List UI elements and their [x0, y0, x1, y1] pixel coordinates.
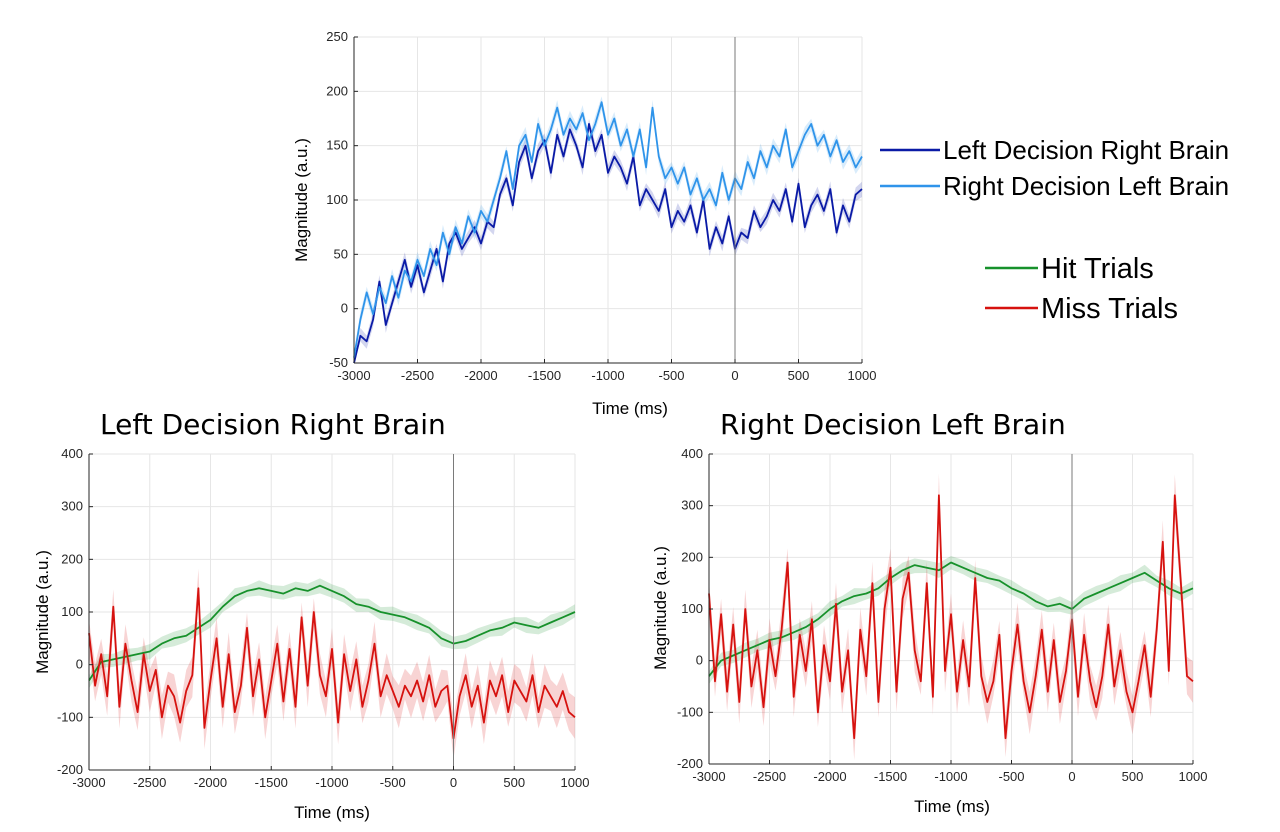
right-decision-chart-series-line-1	[708, 494, 1194, 740]
left-decision-chart-panel: Left Decision Right Brain -3000 -2500 -200…	[33, 408, 589, 822]
decision-legend: Left Decision Right Brain Right Decision…	[880, 135, 1229, 201]
top-chart-series-line-1	[353, 101, 863, 358]
right-decision-chart-ylabel: Magnitude (a.u.)	[651, 546, 670, 670]
top-chart-xtick-label: 500	[788, 368, 810, 383]
left-decision-chart-series-line-1	[88, 587, 576, 740]
top-chart-ytick-label: 0	[341, 301, 348, 316]
right-decision-chart-xtick-label: -500	[998, 769, 1024, 784]
right-decision-chart-xtick-label: -3000	[692, 769, 725, 784]
left-decision-chart-error-bands	[89, 568, 575, 760]
right-decision-chart-xtick-label: -1000	[934, 769, 967, 784]
top-chart-xtick-label: -1000	[591, 368, 624, 383]
left-decision-chart-xtick-label: 1000	[561, 775, 590, 790]
right-decision-chart-series-line-0	[708, 561, 1194, 677]
right-decision-chart-ytick-label: 400	[681, 446, 703, 461]
legend-label-left-decision: Left Decision Right Brain	[943, 135, 1229, 165]
right-decision-chart-xtick-label: 500	[1122, 769, 1144, 784]
right-decision-chart-ytick-label: -200	[677, 756, 703, 771]
left-decision-chart-xtick-label: -2000	[194, 775, 227, 790]
left-decision-chart-ylabel: Magnitude (a.u.)	[33, 550, 52, 674]
top-chart-ytick-label: 250	[326, 29, 348, 44]
top-chart-xtick-label: -1500	[528, 368, 561, 383]
top-chart-lines	[353, 101, 863, 364]
right-decision-chart-xtick-label: -2500	[753, 769, 786, 784]
top-chart-ytick-label: 200	[326, 83, 348, 98]
left-decision-chart-ytick-label: -200	[57, 762, 83, 777]
top-chart-xtick-label: -2000	[464, 368, 497, 383]
left-decision-chart-xtick-label: 500	[503, 775, 525, 790]
right-decision-chart-grid	[708, 453, 1194, 765]
right-decision-chart-axes: -3000 -2500 -2000 -1500 -1000 -500 0 500 1000-20…	[677, 446, 1207, 784]
left-decision-chart-ytick-label: 200	[61, 551, 83, 566]
top-chart-ylabel: Magnitude (a.u.)	[292, 138, 311, 262]
left-decision-chart-xtick-label: -3000	[72, 775, 105, 790]
top-chart-panel: -3000 -2500 -2000 -1500 -1000 -500 0 500 1000-50…	[292, 29, 876, 418]
right-decision-chart-xtick-label: -1500	[874, 769, 907, 784]
right-decision-chart-xtick-label: 1000	[1179, 769, 1208, 784]
left-decision-chart-ytick-label: 300	[61, 499, 83, 514]
top-chart-ytick-label: 100	[326, 192, 348, 207]
top-chart-series-line-0	[353, 123, 863, 364]
top-chart-xtick-label: 1000	[848, 368, 877, 383]
top-chart-xlabel: Time (ms)	[592, 399, 668, 418]
right-decision-chart-title: Right Decision Left Brain	[720, 408, 1066, 441]
top-chart-ytick-label: 150	[326, 138, 348, 153]
legend-label-hit-trials: Hit Trials	[1041, 253, 1154, 285]
left-decision-chart-xtick-label: -2500	[133, 775, 166, 790]
right-decision-chart-xtick-label: 0	[1068, 769, 1075, 784]
legend-label-right-decision: Right Decision Left Brain	[943, 171, 1229, 201]
right-decision-chart-xtick-label: -2000	[813, 769, 846, 784]
left-decision-chart-xlabel: Time (ms)	[294, 803, 370, 822]
left-decision-chart-xtick-label: -500	[380, 775, 406, 790]
left-decision-chart-axes: -3000 -2500 -2000 -1500 -1000 -500 0 500 1000-20…	[57, 446, 589, 790]
left-decision-chart-xtick-label: 0	[450, 775, 457, 790]
right-decision-chart-panel: Right Decision Left Brain -3000 -2500 -200…	[651, 408, 1207, 816]
top-chart-axes: -3000 -2500 -2000 -1500 -1000 -500 0 500 1000-50…	[326, 29, 876, 383]
left-decision-chart-ytick-label: 100	[61, 604, 83, 619]
top-chart-xtick-label: -2500	[401, 368, 434, 383]
top-chart-xtick-label: -3000	[337, 368, 370, 383]
legend-label-miss-trials: Miss Trials	[1041, 293, 1178, 325]
top-chart-ytick-label: 50	[334, 246, 348, 261]
top-chart-xtick-label: 0	[731, 368, 738, 383]
top-chart-xtick-label: -500	[658, 368, 684, 383]
right-decision-chart-ytick-label: 200	[681, 549, 703, 564]
left-decision-chart-ytick-label: -100	[57, 709, 83, 724]
left-decision-chart-xtick-label: -1500	[255, 775, 288, 790]
top-chart-ytick-label: -50	[329, 355, 348, 370]
right-decision-chart-ytick-label: 100	[681, 601, 703, 616]
left-decision-chart-ytick-label: 0	[76, 657, 83, 672]
right-decision-chart-lines	[708, 494, 1194, 740]
left-decision-chart-ytick-label: 400	[61, 446, 83, 461]
right-decision-chart-ytick-label: 300	[681, 498, 703, 513]
left-decision-chart-title: Left Decision Right Brain	[100, 408, 446, 441]
right-decision-chart-xlabel: Time (ms)	[914, 797, 990, 816]
left-decision-chart-xtick-label: -1000	[315, 775, 348, 790]
right-decision-chart-ytick-label: -100	[677, 704, 703, 719]
trials-legend: Hit Trials Miss Trials	[985, 253, 1178, 325]
left-decision-chart-series-line-0	[88, 584, 576, 681]
right-decision-chart-ytick-label: 0	[696, 653, 703, 668]
left-decision-chart-lines	[88, 584, 576, 740]
left-decision-chart-band-0	[89, 578, 575, 689]
top-chart-grid	[353, 36, 863, 364]
right-decision-chart-band-0	[709, 556, 1193, 685]
